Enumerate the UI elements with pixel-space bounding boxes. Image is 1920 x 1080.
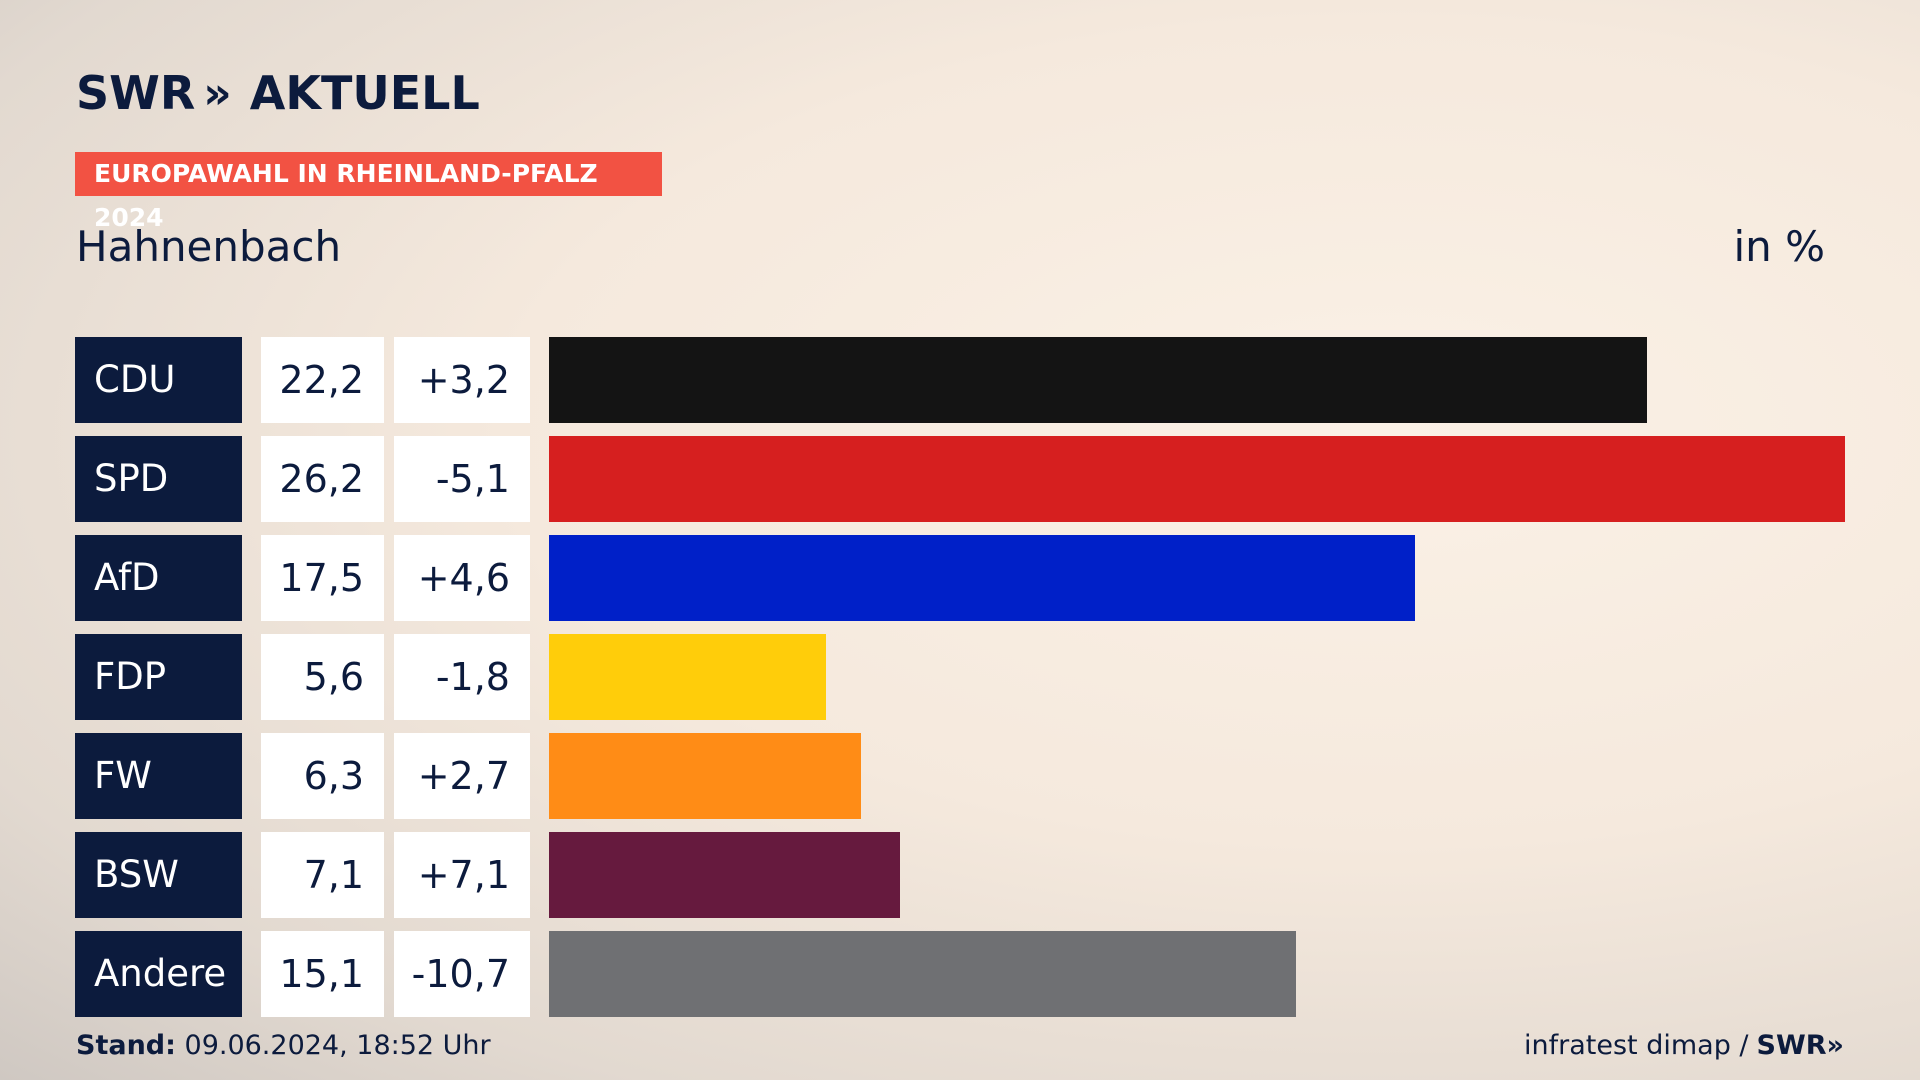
bar <box>549 832 900 918</box>
bar <box>549 337 1647 423</box>
value-label: 15,1 <box>261 931 384 1017</box>
diff-label: +4,6 <box>394 535 530 621</box>
bar <box>549 436 1845 522</box>
source-text: infratest dimap / <box>1524 1030 1749 1061</box>
logo-chevron-icon: » <box>203 67 232 119</box>
bar <box>549 535 1415 621</box>
value-label: 17,5 <box>261 535 384 621</box>
bar <box>549 931 1296 1017</box>
diff-label: +2,7 <box>394 733 530 819</box>
party-label: Andere <box>75 931 242 1017</box>
party-label: FDP <box>75 634 242 720</box>
stand-value: 09.06.2024, 18:52 Uhr <box>184 1030 491 1061</box>
party-label: FW <box>75 733 242 819</box>
party-label: AfD <box>75 535 242 621</box>
diff-label: -5,1 <box>394 436 530 522</box>
value-label: 7,1 <box>261 832 384 918</box>
bar <box>549 733 861 819</box>
unit-label: in % <box>1733 222 1825 271</box>
party-label: SPD <box>75 436 242 522</box>
value-label: 22,2 <box>261 337 384 423</box>
diff-label: +3,2 <box>394 337 530 423</box>
logo-suffix: AKTUELL <box>249 66 480 120</box>
source-credit: infratest dimap / SWR» <box>1524 1030 1844 1061</box>
diff-label: +7,1 <box>394 832 530 918</box>
party-label: CDU <box>75 337 242 423</box>
value-label: 6,3 <box>261 733 384 819</box>
diff-label: -10,7 <box>394 931 530 1017</box>
swr-logo-small: SWR» <box>1756 1030 1844 1061</box>
value-label: 26,2 <box>261 436 384 522</box>
bar <box>549 634 826 720</box>
election-badge: EUROPAWAHL IN RHEINLAND-PFALZ 2024 <box>75 152 662 232</box>
stand-label: Stand: <box>76 1030 176 1061</box>
party-label: BSW <box>75 832 242 918</box>
diff-label: -1,8 <box>394 634 530 720</box>
timestamp: Stand: 09.06.2024, 18:52 Uhr <box>76 1030 491 1061</box>
swr-aktuell-logo: SWR» AKTUELL <box>76 66 480 120</box>
logo-text: SWR <box>76 66 196 120</box>
value-label: 5,6 <box>261 634 384 720</box>
chart-subtitle: Hahnenbach <box>76 222 342 271</box>
